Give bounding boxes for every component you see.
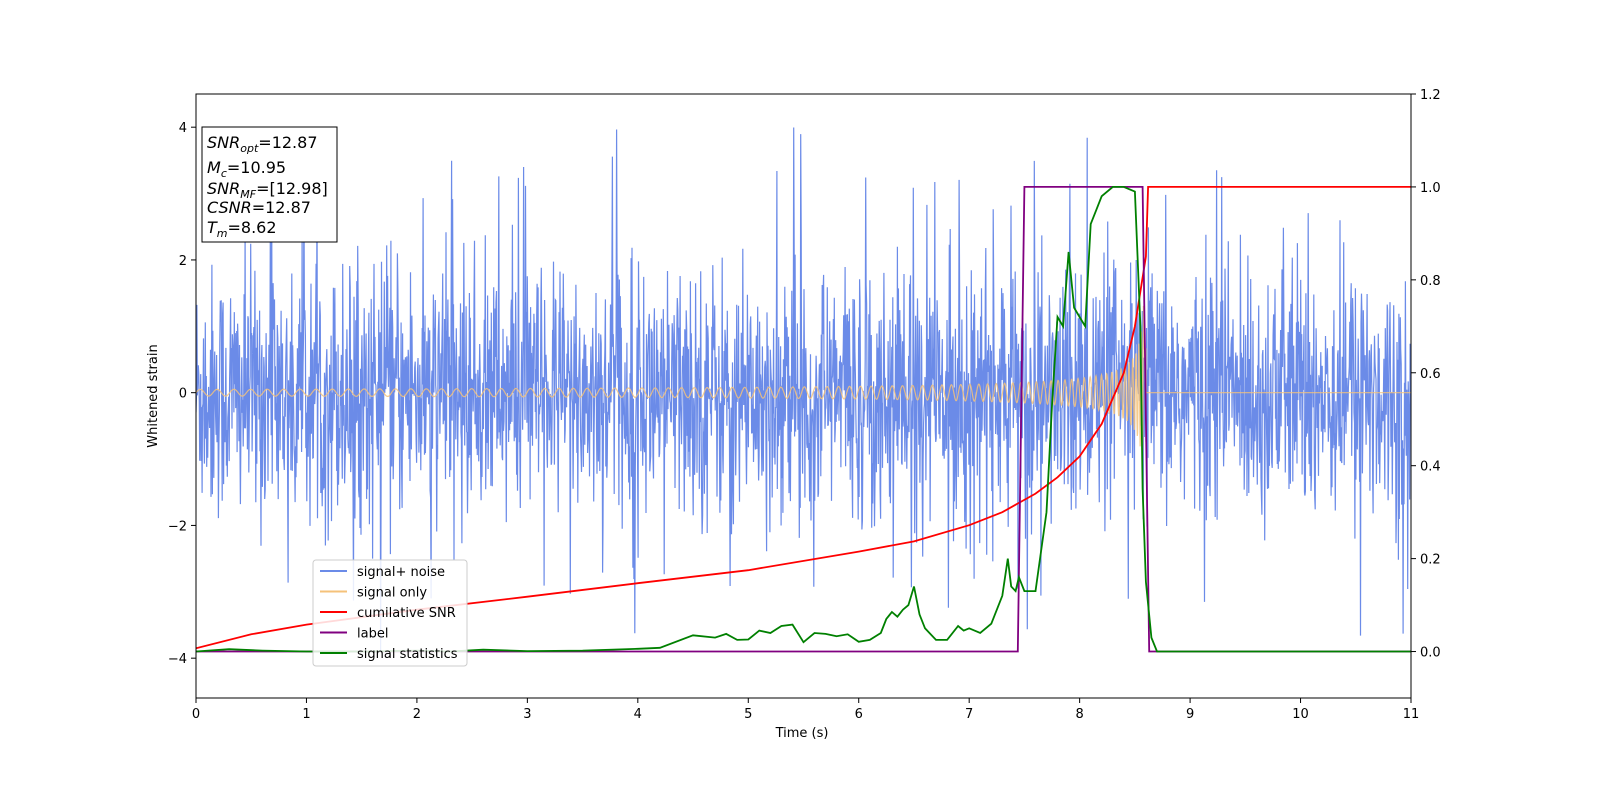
y-tick-label: −4: [168, 652, 187, 667]
x-tick-label: 0: [192, 707, 200, 722]
y-tick-label: 2: [179, 254, 187, 269]
series-signal-only: [196, 305, 1411, 465]
info-box-row: SNRMF=[12.98]: [207, 179, 328, 201]
legend-item-label: label: [320, 627, 388, 642]
legend: signal+ noise signal only cumilative SNR la…: [312, 559, 468, 667]
x-tick-label: 3: [523, 707, 531, 722]
plot-frame: [195, 93, 1412, 699]
x-tick-label: 5: [744, 707, 752, 722]
y-tick-label: 4: [179, 121, 187, 136]
axes-layer: 0 1 2 3 4 5 6 7 8 9 10 11 −4 −2 0 2 4 0.0 0.2 0.4 0.6 0.8 1.0 1…: [168, 88, 1441, 722]
y2-tick-label: 0.6: [1420, 367, 1441, 382]
legend-label: signal+ noise: [357, 565, 445, 580]
info-box-row: CSNR=12.87: [207, 198, 311, 217]
legend-item-signal-only: signal only: [320, 586, 427, 601]
y-tick-label: −2: [168, 519, 187, 534]
x-tick-label: 8: [1075, 707, 1083, 722]
legend-item-signal-statistics: signal statistics: [320, 647, 458, 662]
legend-label: label: [357, 627, 388, 642]
legend-label: cumilative SNR: [357, 606, 456, 621]
x-tick-label: 1: [302, 707, 310, 722]
info-box-row: Mc=10.95: [207, 158, 286, 180]
info-box: SNRopt=12.87 Mc=10.95SNRMF=[12.98]CSNR=12…: [201, 126, 338, 243]
series-signal-noise: [196, 127, 1411, 652]
y2-tick-label: 0.4: [1420, 460, 1441, 475]
y2-tick-label: 0.2: [1420, 553, 1441, 568]
x-axis-label: Time (s): [775, 726, 829, 741]
info-box-row: Tm=8.62: [207, 218, 277, 240]
x-tick-label: 4: [634, 707, 642, 722]
y-tick-label: 0: [179, 387, 187, 402]
y2-tick-label: 0.0: [1420, 646, 1441, 661]
y-axis-label: Whitened strain: [146, 344, 161, 447]
y2-tick-label: 1.0: [1420, 181, 1441, 196]
x-tick-label: 7: [965, 707, 973, 722]
legend-frame: [312, 559, 468, 667]
info-box-frame: [201, 126, 338, 243]
legend-label: signal only: [357, 586, 427, 601]
legend-item-signal-noise: signal+ noise: [320, 565, 445, 580]
x-tick-label: 9: [1186, 707, 1194, 722]
series-signal-statistics: [196, 186, 1411, 653]
legend-label: signal statistics: [357, 647, 458, 662]
x-tick-label: 11: [1403, 707, 1420, 722]
info-box-row: SNRopt=12.87: [207, 133, 318, 155]
x-tick-label: 10: [1292, 707, 1309, 722]
x-tick-label: 6: [855, 707, 863, 722]
y2-tick-label: 0.8: [1420, 274, 1441, 289]
legend-item-cumulative-snr: cumilative SNR: [320, 606, 456, 621]
x-tick-label: 2: [413, 707, 421, 722]
y2-tick-label: 1.2: [1420, 88, 1441, 103]
